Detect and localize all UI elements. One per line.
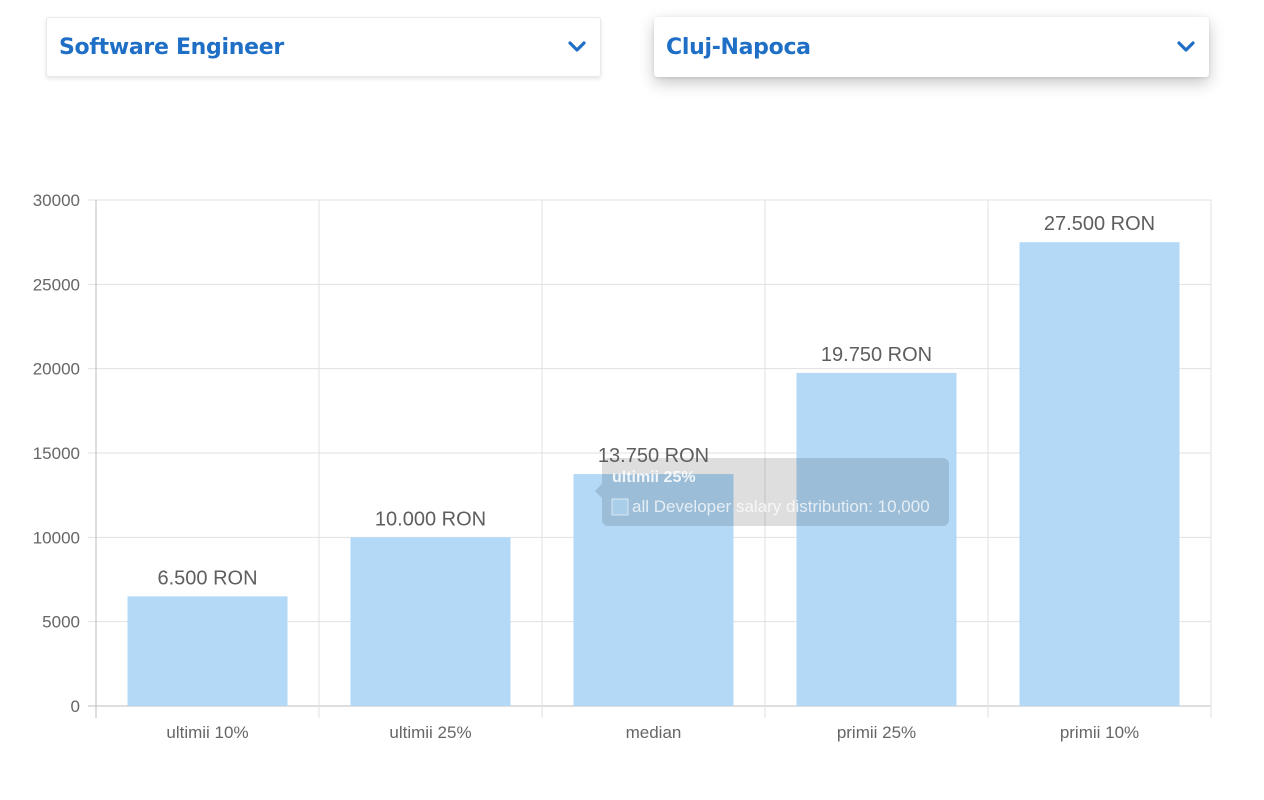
bar-value-label: 19.750 RON — [821, 344, 932, 366]
bar-value-label: 10.000 RON — [375, 508, 486, 530]
bar-value-label: 27.500 RON — [1044, 213, 1155, 235]
y-tick-label: 30000 — [33, 191, 80, 210]
y-tick-label: 10000 — [33, 528, 80, 547]
y-tick-label: 0 — [71, 697, 80, 716]
y-tick-label: 15000 — [33, 444, 80, 463]
y-tick-label: 20000 — [33, 360, 80, 379]
x-tick-label: ultimii 25% — [389, 723, 471, 742]
bar-value-label: 13.750 RON — [598, 445, 709, 467]
x-tick-label: primii 25% — [837, 723, 916, 742]
city-select[interactable]: Cluj-Napoca — [654, 17, 1209, 77]
job-title-select-value: Software Engineer — [59, 34, 284, 60]
chart-tooltip: ultimii 25% all Developer salary distrib… — [595, 458, 949, 526]
y-tick-label: 25000 — [33, 275, 80, 294]
tooltip-title: ultimii 25% — [612, 469, 696, 486]
chevron-down-icon — [1175, 36, 1197, 58]
bar-2[interactable] — [350, 537, 511, 706]
bar-5[interactable] — [1019, 242, 1180, 706]
job-title-select[interactable]: Software Engineer — [46, 17, 601, 77]
bar-3[interactable] — [573, 474, 734, 706]
x-tick-label: median — [626, 723, 682, 742]
tooltip-swatch — [611, 498, 629, 516]
x-tick-label: primii 10% — [1060, 723, 1139, 742]
bar-value-label: 6.500 RON — [157, 567, 257, 589]
city-select-value: Cluj-Napoca — [666, 34, 811, 60]
tooltip-body: all Developer salary distribution: 10,00… — [632, 497, 930, 516]
tooltip-caret — [595, 484, 602, 498]
bar-4[interactable] — [796, 372, 957, 706]
tooltip-box — [602, 458, 949, 526]
x-tick-label: ultimii 10% — [166, 723, 248, 742]
chevron-down-icon — [566, 36, 588, 58]
bar-1[interactable] — [127, 596, 288, 706]
y-tick-label: 5000 — [42, 613, 80, 632]
